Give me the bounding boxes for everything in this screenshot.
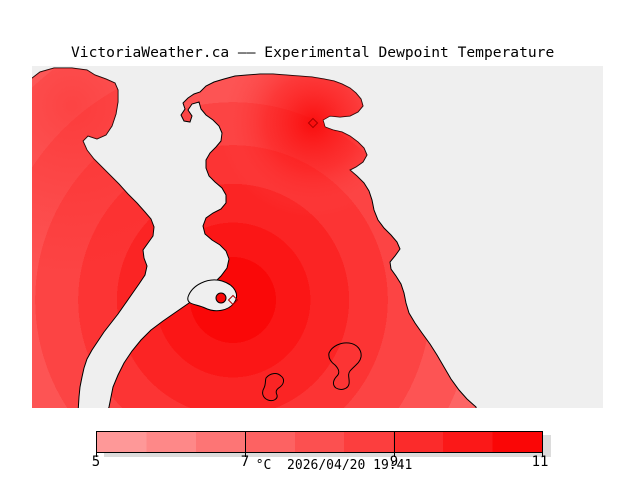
colorbar-stub-11 bbox=[542, 453, 543, 457]
colorbar-stub-5 bbox=[96, 453, 97, 457]
station-marker-north-icon bbox=[307, 117, 319, 129]
units-label: °C bbox=[255, 458, 272, 473]
colorbar-tick-label-7: 7 bbox=[240, 454, 250, 470]
island-large-outline bbox=[328, 342, 362, 390]
colorbar-tick-7 bbox=[245, 432, 247, 452]
colorbar-tick-9 bbox=[393, 432, 395, 452]
colorbar-caption: °C 2026/04/20 19:41 bbox=[256, 459, 413, 473]
timestamp: 2026/04/20 19:41 bbox=[287, 458, 413, 473]
station-marker-south-icon bbox=[227, 294, 239, 306]
colorbar-tick-label-11: 11 bbox=[531, 454, 549, 470]
weather-map bbox=[32, 66, 603, 408]
map-canvas bbox=[32, 66, 603, 408]
colorbar-stub-7 bbox=[245, 453, 246, 457]
colorbar-tick-label-9: 9 bbox=[389, 454, 399, 470]
colorbar bbox=[96, 431, 543, 453]
page-title: VictoriaWeather.ca —— Experimental Dewpo… bbox=[71, 44, 555, 61]
colorbar-tick-label-5: 5 bbox=[91, 454, 101, 470]
central-landmass-shading bbox=[108, 74, 477, 408]
west-landmass-shading bbox=[32, 68, 154, 408]
colorbar-stub-9 bbox=[394, 453, 395, 457]
lagoon-spit bbox=[215, 292, 227, 304]
caption-separator bbox=[271, 458, 287, 473]
island-small-outline bbox=[262, 373, 284, 402]
colorbar-gradient bbox=[97, 432, 542, 452]
